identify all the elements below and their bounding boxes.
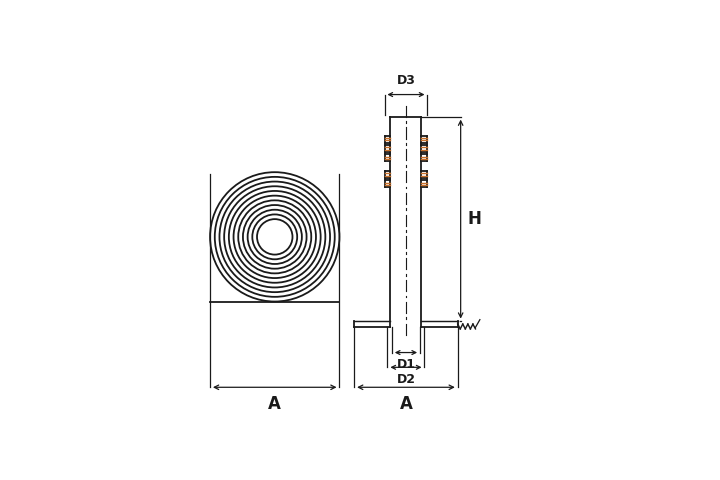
Text: A: A [400,395,413,413]
Text: D1: D1 [397,358,415,371]
Text: H: H [467,210,481,228]
Text: A: A [269,396,282,413]
Text: D2: D2 [397,373,415,386]
Text: D3: D3 [397,74,415,87]
